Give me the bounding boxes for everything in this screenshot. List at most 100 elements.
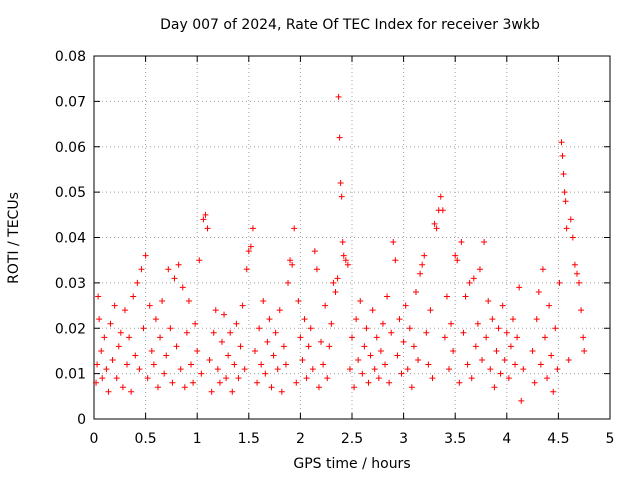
data-point [309,366,316,373]
data-point [161,370,168,377]
y-axis-label: ROTI / TECUs [6,192,22,284]
data-point [117,329,124,336]
data-point [285,279,292,286]
data-point [330,279,337,286]
data-point [501,357,508,364]
data-point [429,375,436,382]
data-point [326,343,333,350]
y-tick-label: 0 [77,412,86,428]
data-point [433,225,440,232]
y-tick-label: 0.06 [55,140,86,156]
data-point [241,366,248,373]
data-point [96,316,103,323]
data-point [231,361,238,368]
data-point [491,384,498,391]
data-point [580,334,587,341]
data-point [342,257,349,264]
data-point [251,347,258,354]
data-point [324,375,331,382]
data-point [474,320,481,327]
data-point [237,343,244,350]
data-point [392,257,399,264]
axis-ticks: 0 0.5 1 1.5 2 2.5 3 3.5 4 4.5 5 0 0.01 0.02 0.03 0.04 0.… [55,49,615,447]
data-point [130,293,137,300]
data-point [301,316,308,323]
data-point [115,343,122,350]
data-point [567,216,574,223]
data-point [509,316,516,323]
data-point [136,366,143,373]
data-point [520,366,527,373]
data-point [373,334,380,341]
data-point [565,357,572,364]
y-tick-label: 0.03 [55,276,86,292]
data-point [163,352,170,359]
data-point [466,279,473,286]
data-point [437,193,444,200]
data-point [272,329,279,336]
data-point [194,347,201,354]
data-point [462,293,469,300]
data-point [456,379,463,386]
data-point [464,361,471,368]
data-point [541,334,548,341]
data-point [388,329,395,336]
chart-title: Day 007 of 2024, Rate Of TEC Index for r… [160,17,540,33]
data-point [218,338,225,345]
data-point [419,261,426,268]
data-point [233,320,240,327]
data-point [291,225,298,232]
data-point [353,316,360,323]
data-point [514,334,521,341]
data-point [245,248,252,255]
x-tick-label: 3 [399,431,408,447]
data-point [569,234,576,241]
data-point [311,248,318,255]
data-point [334,275,341,282]
data-point [369,307,376,314]
y-tick-label: 0.05 [55,185,86,201]
data-point [481,239,488,246]
data-point [406,325,413,332]
data-point [563,225,570,232]
data-point [138,266,145,273]
data-point [278,388,285,395]
data-point [293,379,300,386]
data-point [503,329,510,336]
data-point [507,343,514,350]
data-point [266,316,273,323]
data-point [533,316,540,323]
data-point [142,252,149,259]
x-tick-label: 1.5 [238,431,260,447]
data-point [268,384,275,391]
data-point [505,375,512,382]
data-point [531,379,538,386]
x-tick-label: 1 [193,431,202,447]
data-point [121,307,128,314]
data-point [556,279,563,286]
data-point [468,375,475,382]
data-point [150,361,157,368]
data-point [562,198,569,205]
data-point [518,397,525,404]
data-point [179,284,186,291]
data-point [208,388,215,395]
data-point [338,193,345,200]
data-point [299,357,306,364]
data-point [148,347,155,354]
data-point [576,279,583,286]
data-point [548,352,555,359]
data-point [206,357,213,364]
data-point [188,361,195,368]
data-point [537,361,544,368]
data-point [210,329,217,336]
data-point [258,361,265,368]
data-point [225,352,232,359]
data-point [346,366,353,373]
data-point [295,298,302,305]
data-point [303,375,310,382]
data-point [262,370,269,377]
data-point [95,293,102,300]
data-point [529,347,536,354]
